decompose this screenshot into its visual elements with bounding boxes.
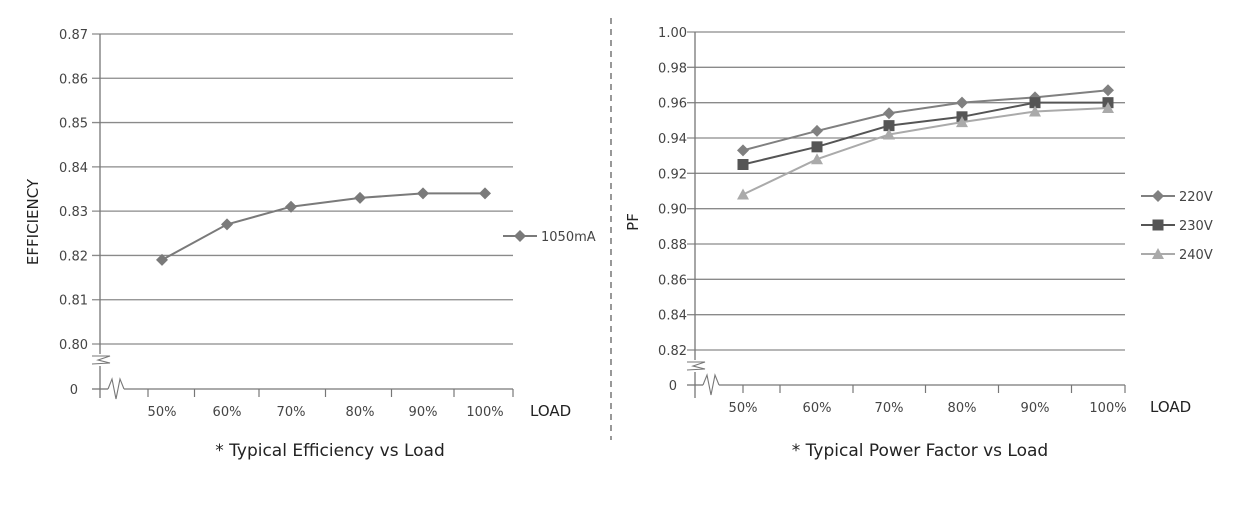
data-point (737, 159, 749, 170)
data-point (1102, 101, 1114, 113)
x-tick-label: 60% (803, 401, 832, 416)
series-220V (737, 84, 1114, 157)
y-tick-label: 0.81 (59, 294, 88, 309)
series-1050mA (156, 187, 491, 266)
legend-label: 240V (1179, 248, 1213, 263)
x-axis-label: LOAD (530, 402, 571, 420)
axis-break-icon (686, 361, 706, 371)
series-line (161, 192, 485, 261)
data-point (1102, 84, 1114, 97)
data-point (479, 187, 491, 200)
data-point (956, 116, 968, 128)
y-zero-label: 0 (70, 383, 78, 398)
chart-2: 0.82 0.84 0.86 0.88 0.90 0.92 0.94 0.96 0.98 1.00… (624, 26, 1213, 461)
y-tick-label: 0.82 (59, 249, 88, 264)
y-tick-label: 0.85 (59, 117, 88, 132)
x-tick-label: 80% (346, 405, 375, 420)
series-line (742, 101, 1108, 166)
y-tick-label: 0.82 (658, 344, 687, 359)
y-tick-label: 0.88 (658, 238, 687, 253)
chart-1: 0.80 0.81 0.82 0.83 0.84 0.85 0.86 0.87 0 50% 60% 7… (24, 28, 596, 461)
legend-item: 1050mA (503, 230, 596, 245)
x-tick-label: 100% (466, 405, 503, 420)
legend-item: 230V (1141, 219, 1213, 234)
data-point (1029, 105, 1041, 117)
data-point (883, 120, 895, 132)
chart-title: * Typical Efficiency vs Load (215, 441, 445, 461)
y-tick-label: 0.84 (658, 309, 687, 324)
data-point (956, 96, 968, 109)
y-tick-label: 0.86 (59, 72, 88, 87)
data-point (737, 144, 749, 157)
legend-marker (514, 230, 526, 242)
legend-marker (1152, 190, 1164, 202)
data-point (156, 253, 168, 266)
y-tick-label: 0.92 (658, 167, 687, 182)
series-line (742, 89, 1109, 152)
data-point (354, 191, 366, 204)
series-line (742, 106, 1109, 196)
x-tick-label: 90% (1021, 401, 1050, 416)
legend-label: 230V (1179, 219, 1213, 234)
data-point (811, 153, 823, 165)
y-tick-label: 1.00 (658, 26, 687, 41)
legend-marker (1152, 248, 1164, 259)
y-tick-label: 0.96 (658, 97, 687, 112)
x-tick-label: 50% (729, 401, 758, 416)
data-point (883, 128, 895, 140)
data-point (811, 124, 823, 137)
x-tick-label: 100% (1089, 401, 1126, 416)
y-axis-label: PF (624, 213, 642, 231)
y-tick-label: 0.83 (59, 205, 88, 220)
data-point (811, 141, 823, 153)
y-tick-label: 0.87 (59, 28, 88, 43)
legend-marker (1152, 219, 1164, 231)
data-point (737, 188, 749, 200)
y-tick-label: 0.86 (658, 273, 687, 288)
data-point (417, 187, 429, 200)
legend-item: 240V (1141, 248, 1213, 263)
data-point (883, 107, 895, 120)
y-tick-label: 0.80 (59, 338, 88, 353)
x-axis-label: LOAD (1150, 398, 1191, 416)
series-240V (737, 101, 1114, 200)
y-tick-label: 0.98 (658, 61, 687, 76)
data-point (221, 218, 233, 231)
axis-break-icon (91, 355, 111, 365)
x-axis-break-icon (702, 373, 720, 396)
x-tick-label: 90% (409, 405, 438, 420)
x-tick-label: 80% (948, 401, 977, 416)
y-tick-label: 0.94 (658, 132, 687, 147)
y-axis-label: EFFICIENCY (24, 178, 42, 265)
chart-title: * Typical Power Factor vs Load (792, 441, 1048, 461)
x-axis-break-icon (107, 377, 125, 400)
legend-label: 220V (1179, 190, 1213, 205)
legend-label: 1050mA (541, 230, 596, 245)
x-tick-label: 70% (875, 401, 904, 416)
y-tick-label: 0.84 (59, 161, 88, 176)
x-tick-label: 70% (277, 405, 306, 420)
data-point (1029, 97, 1041, 109)
x-tick-label: 50% (148, 405, 177, 420)
x-tick-label: 60% (213, 405, 242, 420)
y-tick-label: 0.90 (658, 203, 687, 218)
legend-item: 220V (1141, 190, 1213, 205)
data-point (285, 200, 297, 213)
y-zero-label: 0 (669, 379, 677, 394)
